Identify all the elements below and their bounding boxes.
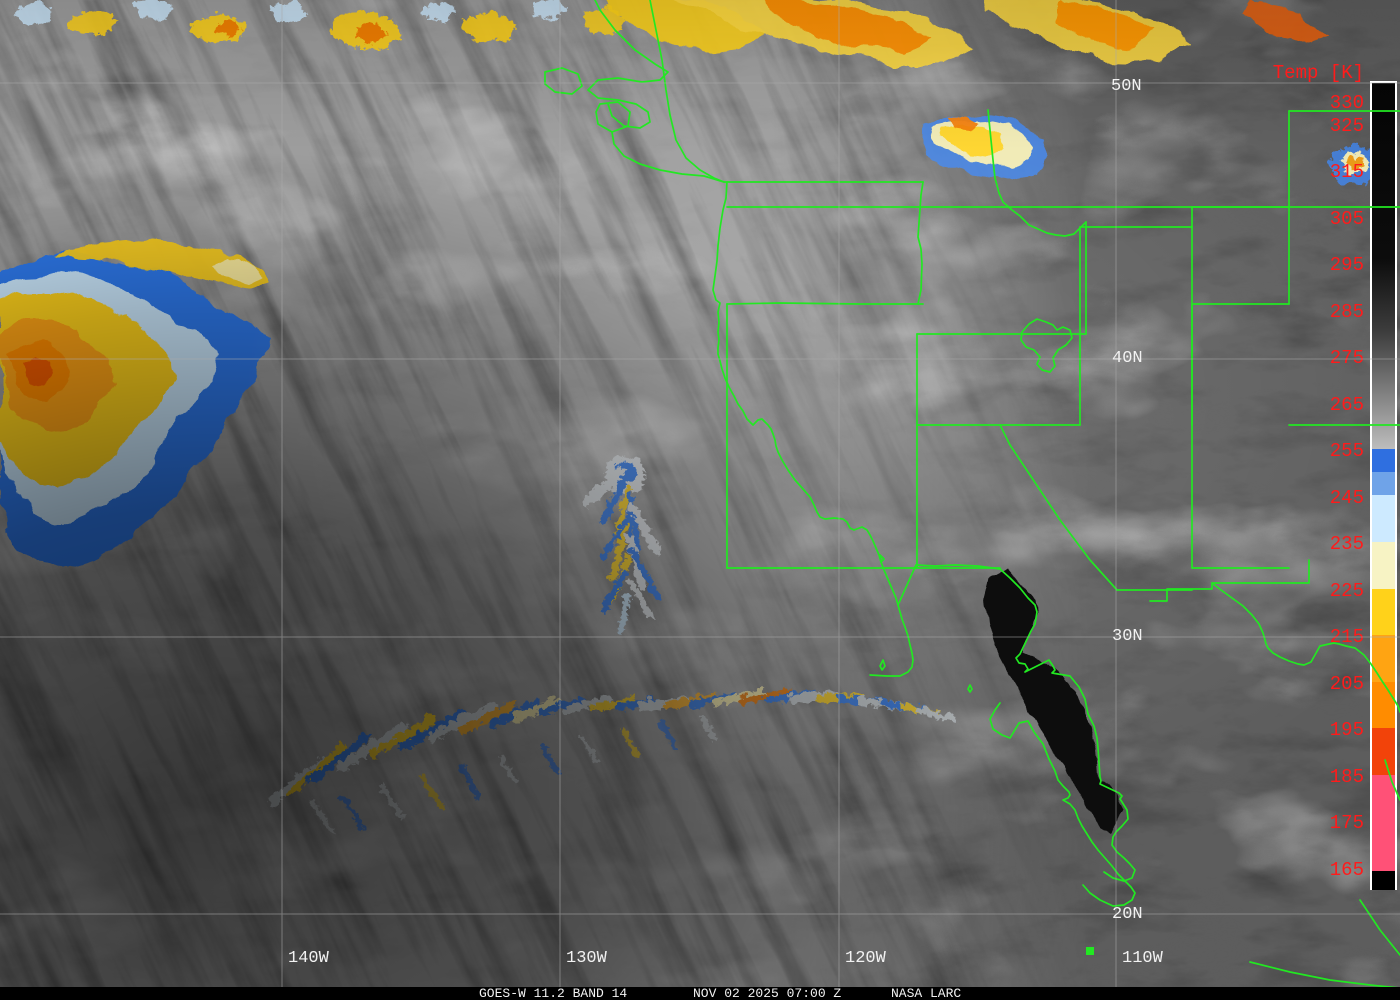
- svg-text:GOES-W 11.2 BAND 14: GOES-W 11.2 BAND 14: [479, 986, 627, 1000]
- svg-text:NASA LARC: NASA LARC: [891, 986, 961, 1000]
- svg-text:NOV 02 2025 07:00 Z: NOV 02 2025 07:00 Z: [693, 986, 841, 1000]
